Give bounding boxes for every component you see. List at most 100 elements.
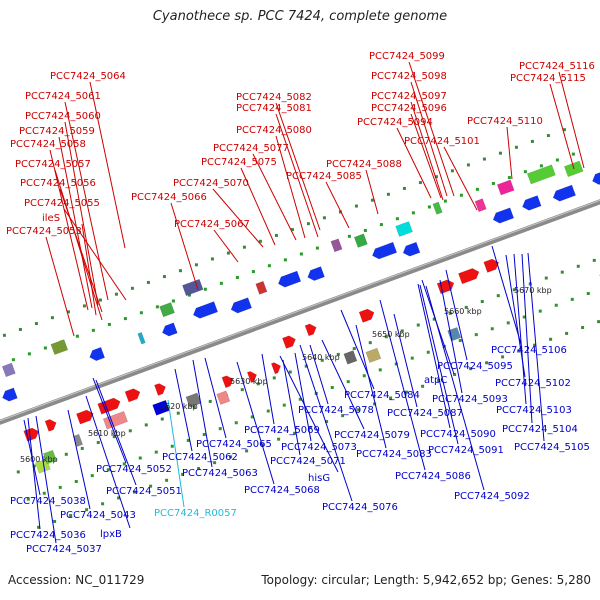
reverse-gene-label[interactable]: PCC7424_5086: [395, 471, 471, 482]
gene-feature[interactable]: [229, 297, 253, 315]
gene-feature[interactable]: [526, 164, 556, 185]
rna-gene-label[interactable]: PCC7424_R0057: [154, 508, 237, 519]
reverse-gene-label[interactable]: PCC7424_5071: [270, 456, 346, 467]
gene-feature[interactable]: [330, 238, 343, 253]
gene-feature[interactable]: [255, 280, 268, 295]
forward-gene-label[interactable]: PCC7424_5059: [19, 126, 95, 137]
gene-feature[interactable]: [365, 347, 382, 363]
forward-gene-label[interactable]: PCC7424_5085: [286, 171, 362, 182]
gene-feature[interactable]: [182, 278, 204, 297]
reverse-gene-label[interactable]: PCC7424_5091: [428, 445, 504, 456]
gene-feature[interactable]: [50, 339, 69, 356]
forward-gene-label[interactable]: PCC7424_5115: [510, 73, 586, 84]
gene-feature[interactable]: [152, 399, 170, 416]
gene-feature[interactable]: [160, 322, 178, 338]
reverse-gene-label[interactable]: atpC: [424, 375, 447, 386]
forward-gene-label[interactable]: PCC7424_5081: [236, 103, 312, 114]
gene-feature[interactable]: [221, 374, 235, 389]
gene-feature[interactable]: [88, 346, 106, 362]
reverse-gene-label[interactable]: PCC7424_5104: [502, 424, 578, 435]
forward-gene-label[interactable]: PCC7424_5075: [201, 157, 277, 168]
gene-feature[interactable]: [44, 418, 58, 432]
reverse-gene-label[interactable]: lpxB: [100, 529, 122, 540]
gene-feature[interactable]: [304, 322, 318, 337]
gene-feature[interactable]: [551, 184, 576, 203]
reverse-gene-label[interactable]: PCC7424_5079: [334, 430, 410, 441]
gene-feature[interactable]: [401, 241, 421, 258]
gene-feature[interactable]: [76, 408, 95, 425]
reverse-gene-label[interactable]: PCC7424_5043: [60, 510, 136, 521]
forward-gene-label[interactable]: PCC7424_5098: [371, 71, 447, 82]
gene-feature[interactable]: [270, 361, 282, 375]
reverse-gene-label[interactable]: PCC7424_5106: [491, 345, 567, 356]
gene-feature[interactable]: [496, 179, 515, 196]
gene-feature[interactable]: [97, 396, 122, 415]
gene-feature[interactable]: [474, 198, 487, 213]
forward-gene-label[interactable]: PCC7424_5077: [213, 143, 289, 154]
reverse-gene-label[interactable]: PCC7424_5065: [196, 439, 272, 450]
gene-feature[interactable]: [43, 449, 57, 465]
reverse-gene-label[interactable]: PCC7424_5052: [96, 464, 172, 475]
gene-feature[interactable]: [154, 382, 167, 396]
reverse-gene-label[interactable]: PCC7424_5087: [387, 408, 463, 419]
forward-gene-label[interactable]: PCC7424_5070: [173, 178, 249, 189]
gene-feature[interactable]: [491, 207, 515, 225]
gene-feature[interactable]: [124, 387, 142, 403]
gene-feature[interactable]: [432, 201, 443, 215]
forward-gene-label[interactable]: PCC7424_5110: [467, 116, 543, 127]
forward-gene-label[interactable]: PCC7424_5053: [6, 226, 82, 237]
gene-feature[interactable]: [159, 302, 175, 318]
gene-feature[interactable]: [591, 171, 600, 186]
reverse-gene-label[interactable]: PCC7424_5036: [10, 530, 86, 541]
gene-feature[interactable]: [370, 241, 398, 261]
forward-gene-label[interactable]: PCC7424_5057: [15, 159, 91, 170]
reverse-gene-label[interactable]: PCC7424_5078: [298, 405, 374, 416]
reverse-gene-label[interactable]: PCC7424_5063: [182, 468, 258, 479]
reverse-gene-label[interactable]: PCC7424_5062: [162, 452, 238, 463]
reverse-gene-label[interactable]: PCC7424_5102: [495, 378, 571, 389]
reverse-gene-label[interactable]: PCC7424_5083: [356, 449, 432, 460]
reverse-gene-label[interactable]: PCC7424_5084: [344, 390, 420, 401]
gene-feature[interactable]: [358, 307, 376, 323]
forward-gene-label[interactable]: PCC7424_5096: [371, 103, 447, 114]
reverse-gene-label[interactable]: PCC7424_5073: [281, 442, 357, 453]
reverse-gene-label[interactable]: PCC7424_5068: [244, 485, 320, 496]
forward-gene-label[interactable]: PCC7424_5066: [131, 192, 207, 203]
gene-feature[interactable]: [282, 334, 297, 349]
gene-feature[interactable]: [306, 266, 325, 283]
gene-feature[interactable]: [246, 370, 258, 384]
forward-gene-label[interactable]: PCC7424_5088: [326, 159, 402, 170]
gene-feature[interactable]: [102, 410, 128, 430]
gene-feature[interactable]: [1, 362, 16, 378]
reverse-gene-label[interactable]: PCC7424_5090: [420, 429, 496, 440]
gene-feature[interactable]: [458, 267, 481, 285]
reverse-gene-label[interactable]: PCC7424_5092: [454, 491, 530, 502]
reverse-gene-label[interactable]: PCC7424_5051: [106, 486, 182, 497]
reverse-gene-label[interactable]: PCC7424_5076: [322, 502, 398, 513]
reverse-gene-label[interactable]: PCC7424_5093: [432, 394, 508, 405]
forward-gene-label[interactable]: PCC7424_5082: [236, 92, 312, 103]
forward-gene-label[interactable]: PCC7424_5099: [369, 51, 445, 62]
reverse-gene-label[interactable]: PCC7424_5038: [10, 496, 86, 507]
forward-gene-label[interactable]: PCC7424_5061: [25, 91, 101, 102]
forward-gene-label[interactable]: PCC7424_5080: [236, 125, 312, 136]
forward-gene-label[interactable]: PCC7424_5060: [25, 111, 101, 122]
gene-feature[interactable]: [1, 387, 18, 403]
gene-feature[interactable]: [521, 195, 542, 213]
gene-feature[interactable]: [137, 332, 146, 345]
gene-feature[interactable]: [276, 270, 302, 289]
forward-gene-label[interactable]: PCC7424_5058: [10, 139, 86, 150]
gene-feature[interactable]: [343, 350, 358, 365]
gene-feature[interactable]: [191, 301, 219, 321]
reverse-gene-label[interactable]: PCC7424_5095: [437, 361, 513, 372]
reverse-gene-label[interactable]: PCC7424_5105: [514, 442, 590, 453]
gene-feature[interactable]: [353, 233, 368, 248]
reverse-gene-label[interactable]: PCC7424_5103: [496, 405, 572, 416]
reverse-gene-label[interactable]: hisG: [308, 473, 330, 484]
forward-gene-label[interactable]: PCC7424_5101: [404, 136, 480, 147]
forward-gene-label[interactable]: ileS: [42, 213, 60, 224]
forward-gene-label[interactable]: PCC7424_5055: [24, 198, 100, 209]
forward-gene-label[interactable]: PCC7424_5064: [50, 71, 126, 82]
gene-feature[interactable]: [185, 392, 202, 408]
reverse-gene-label[interactable]: PCC7424_5069: [244, 425, 320, 436]
